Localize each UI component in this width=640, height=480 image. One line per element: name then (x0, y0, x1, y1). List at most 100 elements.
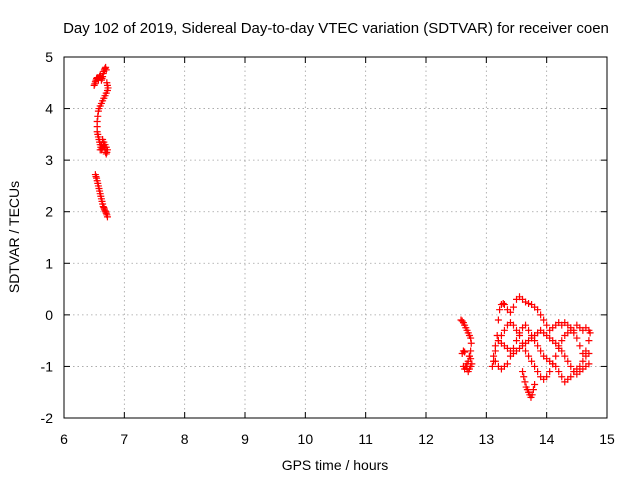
data-point (529, 386, 537, 394)
data-point (522, 347, 530, 355)
data-point (579, 357, 587, 365)
data-point (525, 352, 533, 360)
grid-lines (64, 57, 607, 418)
data-point (459, 347, 467, 355)
data-point (534, 368, 542, 376)
data-point (490, 352, 498, 360)
data-point (576, 342, 584, 350)
data-point (543, 373, 551, 381)
data-point (585, 337, 593, 345)
data-point (488, 362, 496, 370)
data-point (467, 334, 475, 342)
x-tick-label: 15 (599, 431, 615, 447)
data-point (461, 348, 469, 356)
y-axis-label: SDTVAR / TECUs (6, 181, 22, 293)
x-tick-label: 11 (358, 431, 373, 447)
data-point (585, 350, 593, 358)
x-tick-label: 12 (418, 431, 434, 447)
data-point (513, 337, 520, 345)
data-point (102, 209, 110, 217)
data-point (558, 347, 566, 355)
data-point (528, 391, 536, 399)
data-point (549, 360, 557, 368)
data-point (537, 347, 545, 355)
data-point (525, 300, 533, 308)
x-tick-label: 7 (120, 431, 128, 447)
data-point (531, 362, 539, 370)
data-point (558, 373, 566, 381)
data-point (496, 306, 504, 314)
data-point (537, 311, 545, 319)
data-point (101, 64, 109, 72)
data-point (97, 141, 105, 149)
data-point (520, 373, 528, 381)
data-point (540, 352, 548, 360)
data-point (570, 329, 578, 337)
data-point (494, 362, 502, 370)
data-point (546, 368, 554, 376)
data-point (561, 352, 569, 360)
x-tick-label: 14 (539, 431, 555, 447)
data-point (97, 76, 105, 84)
y-tick-label: 5 (45, 49, 53, 65)
chart-title: Day 102 of 2019, Sidereal Day-to-day VTE… (63, 20, 609, 37)
y-tick-label: -1 (41, 358, 54, 374)
data-point (491, 342, 499, 350)
data-point (558, 337, 566, 345)
data-point (552, 352, 560, 360)
data-point (499, 300, 507, 308)
data-point (543, 321, 551, 329)
y-tick-label: 1 (45, 255, 53, 271)
data-point (567, 362, 575, 370)
data-point (555, 368, 563, 376)
data-point (513, 326, 520, 334)
y-tick-label: 2 (45, 204, 53, 220)
data-point (516, 331, 524, 339)
data-point (103, 213, 111, 221)
data-point (468, 360, 476, 368)
plot-frame (63, 56, 608, 419)
data-point (96, 146, 104, 154)
data-points (90, 63, 594, 401)
data-point (586, 329, 594, 337)
data-point (540, 316, 548, 324)
data-point (525, 326, 533, 334)
data-point (99, 136, 107, 144)
data-point (585, 360, 593, 368)
data-point (564, 357, 572, 365)
x-tick-label: 8 (181, 431, 189, 447)
y-tick-label: 3 (45, 152, 53, 168)
data-point (100, 204, 108, 212)
data-point (94, 107, 102, 115)
data-point (509, 303, 517, 311)
y-tick-label: 4 (45, 101, 53, 117)
x-tick-label: 6 (60, 431, 68, 447)
data-point (522, 298, 530, 306)
data-point (528, 357, 536, 365)
data-point (99, 73, 107, 81)
data-point (494, 316, 502, 324)
data-point (573, 334, 581, 342)
data-point (531, 380, 539, 388)
data-point (102, 208, 110, 216)
data-point (519, 324, 527, 332)
data-point (94, 112, 102, 120)
data-point (491, 357, 499, 365)
data-point (90, 81, 98, 89)
y-tick-label: -2 (41, 410, 54, 426)
x-tick-label: 13 (479, 431, 495, 447)
x-axis-label: GPS time / hours (282, 457, 389, 473)
data-point (500, 326, 508, 334)
data-point (500, 301, 508, 309)
data-point (534, 342, 542, 350)
data-point (555, 342, 563, 350)
y-tick-label: 0 (45, 307, 53, 323)
x-tick-label: 10 (298, 431, 314, 447)
data-point (534, 306, 542, 314)
data-point (561, 378, 569, 386)
data-point (465, 352, 473, 360)
data-point (519, 368, 527, 376)
data-point (467, 347, 475, 355)
